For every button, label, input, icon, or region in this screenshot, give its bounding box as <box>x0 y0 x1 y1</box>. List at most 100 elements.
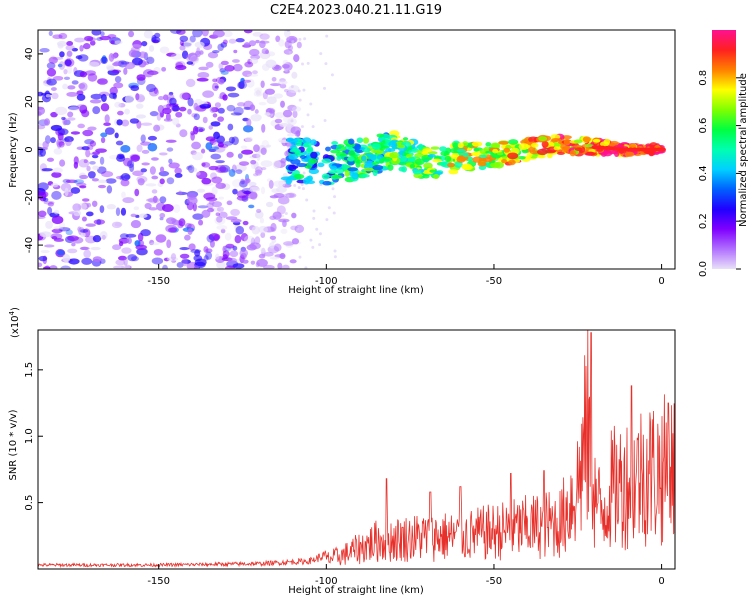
colorbar-tick-label: 0.6 <box>698 118 709 134</box>
heatmap-noise-cell <box>271 76 277 82</box>
heatmap-signal-cell <box>452 142 458 150</box>
heatmap-noise-cell <box>187 108 192 115</box>
heatmap-noise-cell <box>331 187 335 191</box>
heatmap-noise-cell <box>53 209 60 215</box>
heatmap-signal-cell <box>508 159 516 166</box>
heatmap-noise-cell <box>51 236 58 240</box>
heatmap-noise-cell <box>106 66 115 71</box>
heatmap-noise-cell <box>161 67 167 72</box>
heatmap-noise-cell <box>136 144 143 153</box>
heatmap-noise-cell <box>130 85 140 92</box>
heatmap-signal-cell <box>360 155 367 162</box>
heatmap-noise-cell <box>38 91 44 97</box>
heatmap-noise-cell <box>228 136 235 144</box>
heatmap-noise-cell <box>283 48 293 55</box>
heatmap-signal-cell <box>402 137 409 141</box>
heatmap-noise-cell <box>179 106 187 112</box>
heatmap-noise-cell <box>210 207 215 213</box>
heatmap-noise-cell <box>52 167 63 174</box>
heatmap-noise-cell <box>59 51 65 58</box>
heatmap-noise-cell <box>218 78 225 85</box>
heatmap-signal-cell <box>462 152 469 158</box>
heatmap-noise-cell <box>44 118 51 126</box>
heatmap-noise-cell <box>104 127 115 135</box>
heatmap-noise-cell <box>278 180 286 188</box>
heatmap-signal-cell <box>457 142 464 149</box>
heatmap-noise-cell <box>269 242 275 249</box>
heatmap-noise-cell <box>45 220 53 229</box>
heatmap-signal-cell <box>389 151 400 159</box>
heatmap-noise-cell <box>296 41 302 49</box>
heatmap-noise-cell <box>250 113 262 122</box>
heatmap-noise-cell <box>141 40 148 47</box>
heatmap-signal-cell <box>482 157 493 163</box>
heatmap-noise-cell <box>158 170 170 177</box>
heatmap-noise-cell <box>163 118 173 122</box>
heatmap-noise-cell <box>89 99 102 104</box>
heatmap-noise-cell <box>280 100 285 108</box>
snr-y-label: SNR (10 * v/v) <box>8 409 19 480</box>
heatmap-noise-cell <box>98 184 106 189</box>
heatmap-noise-cell <box>275 35 281 43</box>
heatmap-noise-cell <box>190 249 202 254</box>
heatmap-noise-cell <box>38 182 49 191</box>
heatmap-noise-cell <box>215 182 226 189</box>
heatmap-noise-cell <box>297 186 301 190</box>
heatmap-noise-cell <box>181 259 191 264</box>
heatmap-signal-cell <box>308 158 318 164</box>
heatmap-noise-cell <box>120 145 131 153</box>
heatmap-noise-cell <box>220 41 228 48</box>
heatmap-signal-cell <box>396 144 406 149</box>
spectrogram-panel: -150 -100 -50 0 -40 -20 0 20 40 Height of strai… <box>8 29 676 296</box>
heatmap-noise-cell <box>162 264 168 269</box>
heatmap-noise-cell <box>213 131 221 140</box>
heatmap-noise-cell <box>264 88 275 95</box>
heatmap-noise-cell <box>133 206 140 211</box>
heatmap-noise-cell <box>140 229 151 237</box>
heatmap-noise-cell <box>119 174 125 181</box>
heatmap-noise-cell <box>212 30 225 38</box>
heatmap-signal-cell <box>520 139 530 145</box>
heatmap-noise-cell <box>110 53 118 59</box>
x-tick-label: -50 <box>486 276 502 287</box>
heatmap-noise-cell <box>237 81 248 90</box>
heatmap-noise-cell <box>279 252 286 260</box>
heatmap-signal-cell <box>427 154 436 158</box>
heatmap-noise-cell <box>198 66 209 71</box>
heatmap-noise-cell <box>230 208 240 216</box>
heatmap-noise-cell <box>207 51 219 59</box>
heatmap-noise-cell <box>254 87 263 94</box>
heatmap-noise-cell <box>246 78 255 88</box>
heatmap-noise-cell <box>258 253 266 259</box>
heatmap-noise-cell <box>123 257 128 266</box>
heatmap-noise-cell <box>212 78 218 83</box>
heatmap-noise-cell <box>118 255 127 261</box>
heatmap-noise-cell <box>174 173 183 178</box>
heatmap-noise-cell <box>59 159 66 167</box>
heatmap-noise-cell <box>120 207 127 216</box>
heatmap-noise-cell <box>123 174 131 180</box>
heatmap-noise-cell <box>290 119 294 123</box>
snr-series-line <box>38 330 675 569</box>
heatmap-noise-cell <box>300 183 304 187</box>
heatmap-signal-cell <box>456 148 466 153</box>
heatmap-noise-cell <box>230 112 242 116</box>
heatmap-noise-cell <box>288 89 292 93</box>
heatmap-noise-cell <box>276 205 286 215</box>
heatmap-signal-cell <box>307 175 313 182</box>
heatmap-noise-cell <box>91 154 99 159</box>
heatmap-noise-cell <box>194 41 205 48</box>
snr-x-ticks: -150 -100 -50 0 <box>147 564 665 587</box>
heatmap-noise-cell <box>270 83 281 87</box>
heatmap-noise-cell <box>138 213 148 218</box>
heatmap-noise-cell <box>288 42 292 46</box>
heatmap-noise-cell <box>50 137 56 144</box>
heatmap-noise-cell <box>280 228 288 234</box>
heatmap-noise-cell <box>151 36 161 44</box>
heatmap-signal-cell <box>530 142 539 148</box>
heatmap-noise-cell <box>46 68 57 77</box>
heatmap-noise-cell <box>195 171 201 176</box>
heatmap-signal-cell <box>439 146 447 152</box>
heatmap-noise-cell <box>96 166 107 174</box>
heatmap-noise-cell <box>284 88 289 93</box>
